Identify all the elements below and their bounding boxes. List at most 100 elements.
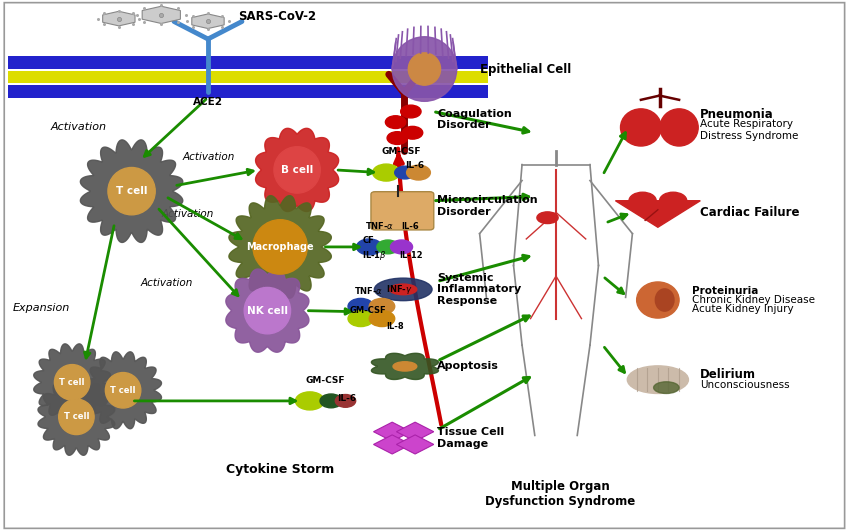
Polygon shape [38,379,115,455]
Circle shape [406,165,430,180]
FancyBboxPatch shape [8,71,488,83]
Circle shape [369,298,394,314]
Text: Macrophage: Macrophage [246,242,314,252]
Text: GM-CSF: GM-CSF [306,376,345,385]
Ellipse shape [537,212,558,224]
Polygon shape [229,195,332,298]
Circle shape [390,240,412,254]
Text: Activation: Activation [51,123,107,132]
Ellipse shape [105,373,141,408]
Text: T cell: T cell [116,186,147,196]
FancyBboxPatch shape [371,192,434,230]
Text: Tissue Cell
Damage: Tissue Cell Damage [437,427,504,449]
Text: Unconsciousness: Unconsciousness [700,380,790,390]
Ellipse shape [654,382,679,393]
Ellipse shape [627,366,688,393]
Text: B cell: B cell [281,165,314,175]
Ellipse shape [637,282,679,318]
Circle shape [348,311,373,327]
Ellipse shape [408,53,440,85]
Polygon shape [81,140,183,243]
Text: IL-1$\beta$: IL-1$\beta$ [362,249,388,262]
Circle shape [387,132,407,144]
Ellipse shape [244,287,291,334]
Text: Activation: Activation [140,278,192,288]
Text: IL-6: IL-6 [405,161,424,169]
Ellipse shape [660,109,698,146]
Text: ACE2: ACE2 [193,98,223,107]
Circle shape [356,239,382,255]
Text: Chronic Kidney Disease: Chronic Kidney Disease [692,295,815,305]
Text: Systemic
Inflammatory
Response: Systemic Inflammatory Response [437,273,521,306]
Text: Multiple Organ
Dysfunction Syndrome: Multiple Organ Dysfunction Syndrome [485,480,636,508]
FancyBboxPatch shape [8,85,488,98]
Text: SARS-CoV-2: SARS-CoV-2 [238,11,316,23]
Polygon shape [85,352,162,429]
Text: Epithelial Cell: Epithelial Cell [479,63,571,75]
Circle shape [369,311,394,327]
Text: GM-CSF: GM-CSF [382,147,422,156]
Text: Activation: Activation [183,152,235,162]
Polygon shape [34,344,110,421]
Ellipse shape [393,362,416,371]
FancyBboxPatch shape [8,56,488,69]
Ellipse shape [54,365,90,400]
Ellipse shape [253,220,308,274]
Polygon shape [103,11,135,26]
Ellipse shape [620,109,661,146]
Circle shape [372,164,400,181]
Circle shape [377,240,399,254]
Circle shape [385,116,405,129]
Text: T cell: T cell [110,386,136,395]
Polygon shape [373,435,411,454]
Ellipse shape [274,147,320,193]
Circle shape [320,394,342,408]
Text: T cell: T cell [60,378,85,387]
Text: GM-CSF: GM-CSF [349,306,387,315]
Text: Delirium: Delirium [700,368,756,381]
Text: TNF-$\alpha$: TNF-$\alpha$ [365,220,394,231]
Ellipse shape [389,284,416,295]
Text: T cell: T cell [64,413,89,421]
Circle shape [296,392,324,410]
Ellipse shape [660,192,687,209]
Text: IL-8: IL-8 [386,322,404,331]
Text: IL-6: IL-6 [401,222,419,231]
Polygon shape [256,129,338,211]
Text: Acute Respiratory
Distress Syndrome: Acute Respiratory Distress Syndrome [700,119,799,141]
Ellipse shape [374,278,432,301]
Text: Expansion: Expansion [13,303,70,313]
Text: INF-$\gamma$: INF-$\gamma$ [386,284,413,296]
Ellipse shape [59,399,94,434]
Polygon shape [192,14,224,29]
Polygon shape [615,201,700,227]
Text: Pneumonia: Pneumonia [700,108,774,121]
Polygon shape [396,435,434,454]
Ellipse shape [108,167,156,215]
Text: Cardiac Failure: Cardiac Failure [700,206,800,219]
Circle shape [402,126,422,139]
Text: CF: CF [362,236,374,245]
Text: Activation: Activation [162,209,213,219]
Polygon shape [142,6,180,23]
Polygon shape [373,422,411,441]
Text: Cytokine Storm: Cytokine Storm [226,464,334,476]
Text: IL-6: IL-6 [337,394,356,402]
Circle shape [335,395,355,407]
Polygon shape [226,269,309,352]
Ellipse shape [392,37,456,101]
Text: Proteinuria: Proteinuria [692,286,758,296]
Ellipse shape [629,192,656,209]
Circle shape [348,298,373,314]
Circle shape [400,105,421,118]
Ellipse shape [655,289,674,311]
Text: Microcirculation
Disorder: Microcirculation Disorder [437,195,538,217]
Text: Coagulation
Disorder: Coagulation Disorder [437,109,512,130]
Text: NK cell: NK cell [246,306,288,315]
Circle shape [394,166,415,179]
Text: TNF-$\alpha$: TNF-$\alpha$ [354,285,383,296]
Polygon shape [371,353,439,380]
Text: Acute Kidney Injury: Acute Kidney Injury [692,304,793,314]
Text: IL-12: IL-12 [399,251,422,260]
Text: Apoptosis: Apoptosis [437,362,499,371]
